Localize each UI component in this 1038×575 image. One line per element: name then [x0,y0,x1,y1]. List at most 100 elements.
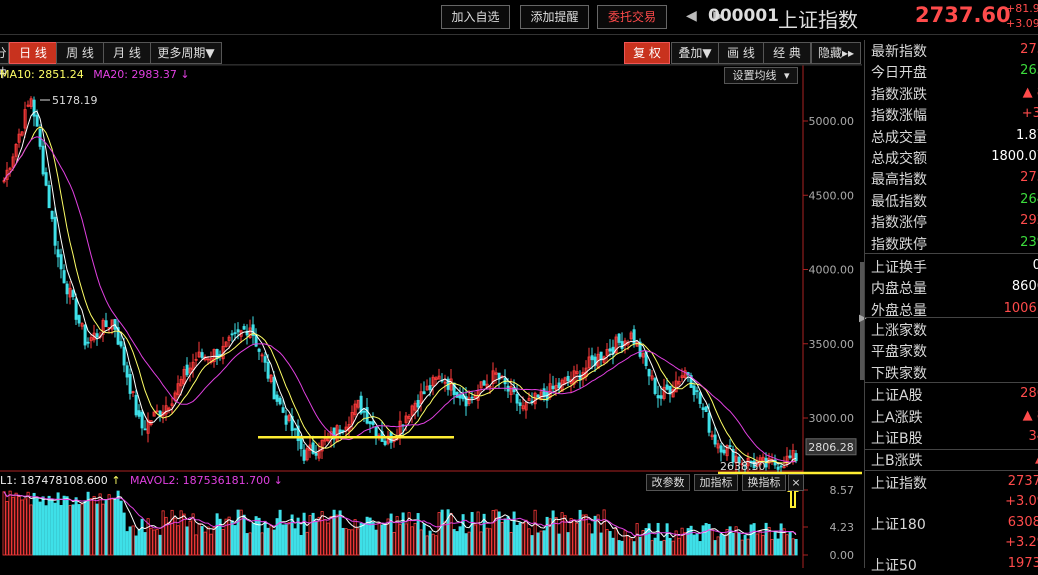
volume-bar [413,522,417,556]
candle-body [413,402,417,411]
panel-row: 平盘家数 [871,340,1038,361]
volume-bar [26,491,30,556]
volume-bar [278,509,282,556]
candle-body [470,396,474,399]
volume-bar [515,524,519,556]
volume-bar [548,518,552,556]
hide-panel-button[interactable]: 隐藏▸▸ [811,42,861,64]
candle-body [224,341,228,347]
volume-bar [71,504,75,556]
panel-row: 指数涨停 292 [871,211,1038,232]
volume-bar [770,539,774,556]
prev-next-arrows[interactable]: ◀ ▶ [686,8,730,24]
candle-body [20,131,24,136]
candle-body [554,384,558,391]
candle-body [665,384,669,390]
volume-bar [377,522,381,556]
ma20-arrow-icon: ↓ [180,68,190,81]
candle-body [344,426,348,431]
candle-body [287,415,291,421]
candle-body [59,254,63,270]
volume-bar [20,499,24,556]
candle-body [71,290,75,298]
volume-bar [197,523,201,556]
volume-bar [5,501,9,556]
panel-row-label: 外盘总量 [871,302,927,319]
add-alert-button[interactable]: 添加提醒 [520,5,589,29]
volume-bar [89,498,93,556]
volume-bar [245,533,249,556]
volume-bar [326,522,330,556]
panel-row-label: 平盘家数 [871,344,927,361]
volume-bar [68,505,72,556]
tab-daily[interactable]: 日 线 [9,42,57,64]
quote-panel: 最新指数 273 今日开盘 265 指数涨跌 ▲ 8 指数涨幅 +3. 总成交量 1.87 总成交额… [864,40,1038,574]
panel-row-label: 今日开盘 [871,65,927,82]
current-price-tag-label: 2806.28 [808,441,854,454]
volume-bar [59,505,63,556]
change-params-button[interactable]: 改参数 [646,474,690,491]
candle-body [260,354,264,357]
switch-indicator-button[interactable]: 换指标 [742,474,786,491]
candle-body [320,439,324,452]
candle-body [359,395,363,414]
volume-bar [164,516,168,556]
candle-body [674,380,678,393]
candle-body [689,375,693,388]
volume-bar [752,523,756,556]
volume-bar [302,512,306,556]
classic-button[interactable]: 经 典 [763,42,811,64]
volume-bar [473,524,477,556]
index-change-pct: +3.09 [1006,17,1038,30]
volume-bar [230,520,234,556]
tab-minute[interactable]: 分钟 [0,42,9,80]
candle-body [794,453,798,462]
kline-chart[interactable]: 5178.19 2638.30 5000.00 4500.00 4000.00 3500… [0,65,862,568]
close-indicator-icon[interactable]: × [788,474,804,491]
add-watchlist-button[interactable]: 加入自选 [441,5,510,29]
overlay-dropdown[interactable]: 叠加▼ [671,42,719,64]
volume-bar [143,532,147,556]
panel-row-value: ▲ 8 [1022,84,1038,100]
tab-restore-rights[interactable]: 复 权 [624,42,670,64]
volume-bar [731,532,735,556]
volume-bar [431,533,435,556]
up-arrow-icon [787,483,799,508]
trade-button[interactable]: 委托交易 [597,5,667,29]
tab-monthly[interactable]: 月 线 [103,42,151,64]
candle-body [356,399,360,408]
candle-body [299,436,303,450]
candle-body [350,412,354,425]
y-tick-label: 5000.00 [809,115,855,128]
candle-body [566,375,570,381]
y-tick-label: 4000.00 [809,264,855,277]
candle-body [341,430,345,432]
draw-line-button[interactable]: 画 线 [718,42,764,64]
volume-bar [461,514,465,556]
collapse-arrow-icon[interactable]: ▶ [859,313,867,324]
panel-scrollbar[interactable] [860,262,865,380]
volume-bar [674,530,678,556]
add-indicator-button[interactable]: 加指标 [694,474,738,491]
tab-weekly[interactable]: 周 线 [56,42,104,64]
volume-bar [29,504,33,556]
ma-settings-dropdown[interactable]: 设置均线 ▾ [724,67,798,84]
candle-body [638,341,642,357]
panel-row-label: 下跌家数 [871,365,927,382]
candle-body [425,385,429,391]
candle-body [740,463,744,466]
candle-body [194,358,198,361]
volume-bar [350,529,354,556]
panel-divider [865,382,1038,383]
candle-body [383,440,387,446]
candle-body [449,378,453,391]
volume-bar [104,499,108,556]
candle-body [692,385,696,396]
more-periods-dropdown[interactable]: 更多周期▼ [150,42,222,64]
candle-body [281,407,285,413]
volume-bar [398,524,402,556]
vol-ma1-arrow-icon: ↑ [111,474,121,487]
volume-bar [392,531,396,556]
volume-bar [785,534,789,556]
candle-body [290,416,294,431]
